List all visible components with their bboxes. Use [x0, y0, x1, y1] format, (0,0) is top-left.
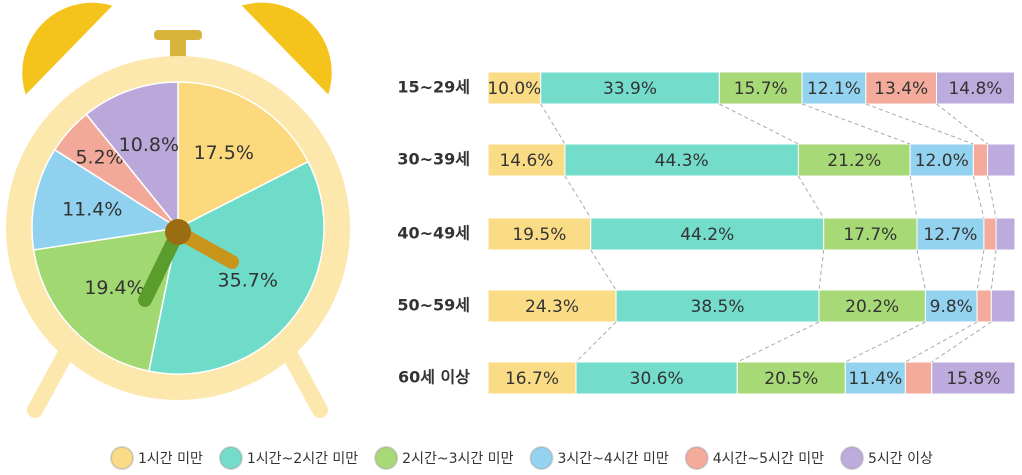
connector [905, 322, 977, 362]
legend-label: 3시간~4시간 미만 [557, 451, 668, 467]
legend-marker [686, 447, 708, 469]
connector [565, 176, 591, 218]
legend-marker [375, 447, 397, 469]
bar-segment [996, 218, 1015, 250]
category-label: 40~49세 [397, 224, 470, 243]
connector [991, 250, 996, 290]
data-label: 21.2% [827, 151, 881, 171]
connector [845, 322, 925, 362]
data-label: 14.6% [499, 151, 553, 171]
legend-label: 5시간 이상 [868, 451, 933, 467]
connector [932, 322, 992, 362]
connector [910, 176, 917, 218]
slice-label: 19.4% [84, 277, 144, 299]
data-label: 15.7% [734, 79, 788, 99]
legend-label: 4시간~5시간 미만 [713, 451, 824, 467]
data-label: 44.3% [655, 151, 709, 171]
data-label: 12.1% [807, 79, 861, 99]
connector [973, 176, 984, 218]
bar-chart: 15~29세 10.0% 33.9% 15.7% 12.1% 13.4% 14.8% 30~3… [397, 72, 1015, 394]
connector [719, 104, 798, 144]
slice-label: 35.7% [218, 270, 278, 292]
data-label: 15.8% [946, 369, 1000, 389]
data-label: 14.8% [948, 79, 1002, 99]
bar-segment [984, 218, 996, 250]
category-label: 15~29세 [397, 78, 470, 97]
data-label: 11.4% [848, 369, 902, 389]
legend-label: 1시간~2시간 미만 [247, 451, 358, 467]
data-label: 10.0% [487, 79, 541, 99]
data-label: 20.2% [845, 297, 899, 317]
legend-marker [111, 447, 133, 469]
data-label: 13.4% [874, 79, 928, 99]
category-label: 30~39세 [397, 150, 470, 169]
connector [819, 250, 824, 290]
connector [798, 176, 823, 218]
connector [988, 176, 996, 218]
slice-label: 10.8% [119, 134, 179, 156]
legend-label: 1시간 미만 [138, 451, 203, 467]
legend-marker [220, 447, 242, 469]
slice-label: 11.4% [62, 198, 122, 220]
connector [541, 104, 565, 144]
data-label: 33.9% [603, 79, 657, 99]
connector [866, 104, 974, 144]
data-label: 17.7% [843, 225, 897, 245]
bar-segment [991, 290, 1015, 322]
bar-segment [988, 144, 1015, 176]
chart: 17.5%35.7%19.4%11.4%5.2%10.8% 15~29세10.0… [0, 0, 1022, 475]
connector [977, 250, 984, 290]
data-label: 30.6% [630, 369, 684, 389]
legend-marker [841, 447, 863, 469]
data-label: 12.0% [915, 151, 969, 171]
connector [802, 104, 910, 144]
category-label: 60세 이상 [398, 368, 470, 387]
data-label: 12.7% [923, 225, 977, 245]
data-label: 19.5% [512, 225, 566, 245]
slice-label: 17.5% [194, 142, 254, 164]
bar-segment [977, 290, 991, 322]
category-label: 50~59세 [397, 296, 470, 315]
legend-marker [530, 447, 552, 469]
data-label: 44.2% [680, 225, 734, 245]
data-label: 9.8% [930, 297, 973, 317]
bar-segment [905, 362, 931, 394]
legend-label: 2시간~3시간 미만 [402, 451, 513, 467]
bar-segment [973, 144, 987, 176]
legend: 1시간 미만 1시간~2시간 미만 2시간~3시간 미만 3시간~4시간 미만 4시간~… [111, 447, 933, 469]
connector [737, 322, 819, 362]
data-label: 16.7% [505, 369, 559, 389]
data-label: 38.5% [691, 297, 745, 317]
connector [936, 104, 987, 144]
data-label: 20.5% [764, 369, 818, 389]
data-label: 24.3% [525, 297, 579, 317]
connector [576, 322, 616, 362]
connector [591, 250, 616, 290]
connector [917, 250, 925, 290]
